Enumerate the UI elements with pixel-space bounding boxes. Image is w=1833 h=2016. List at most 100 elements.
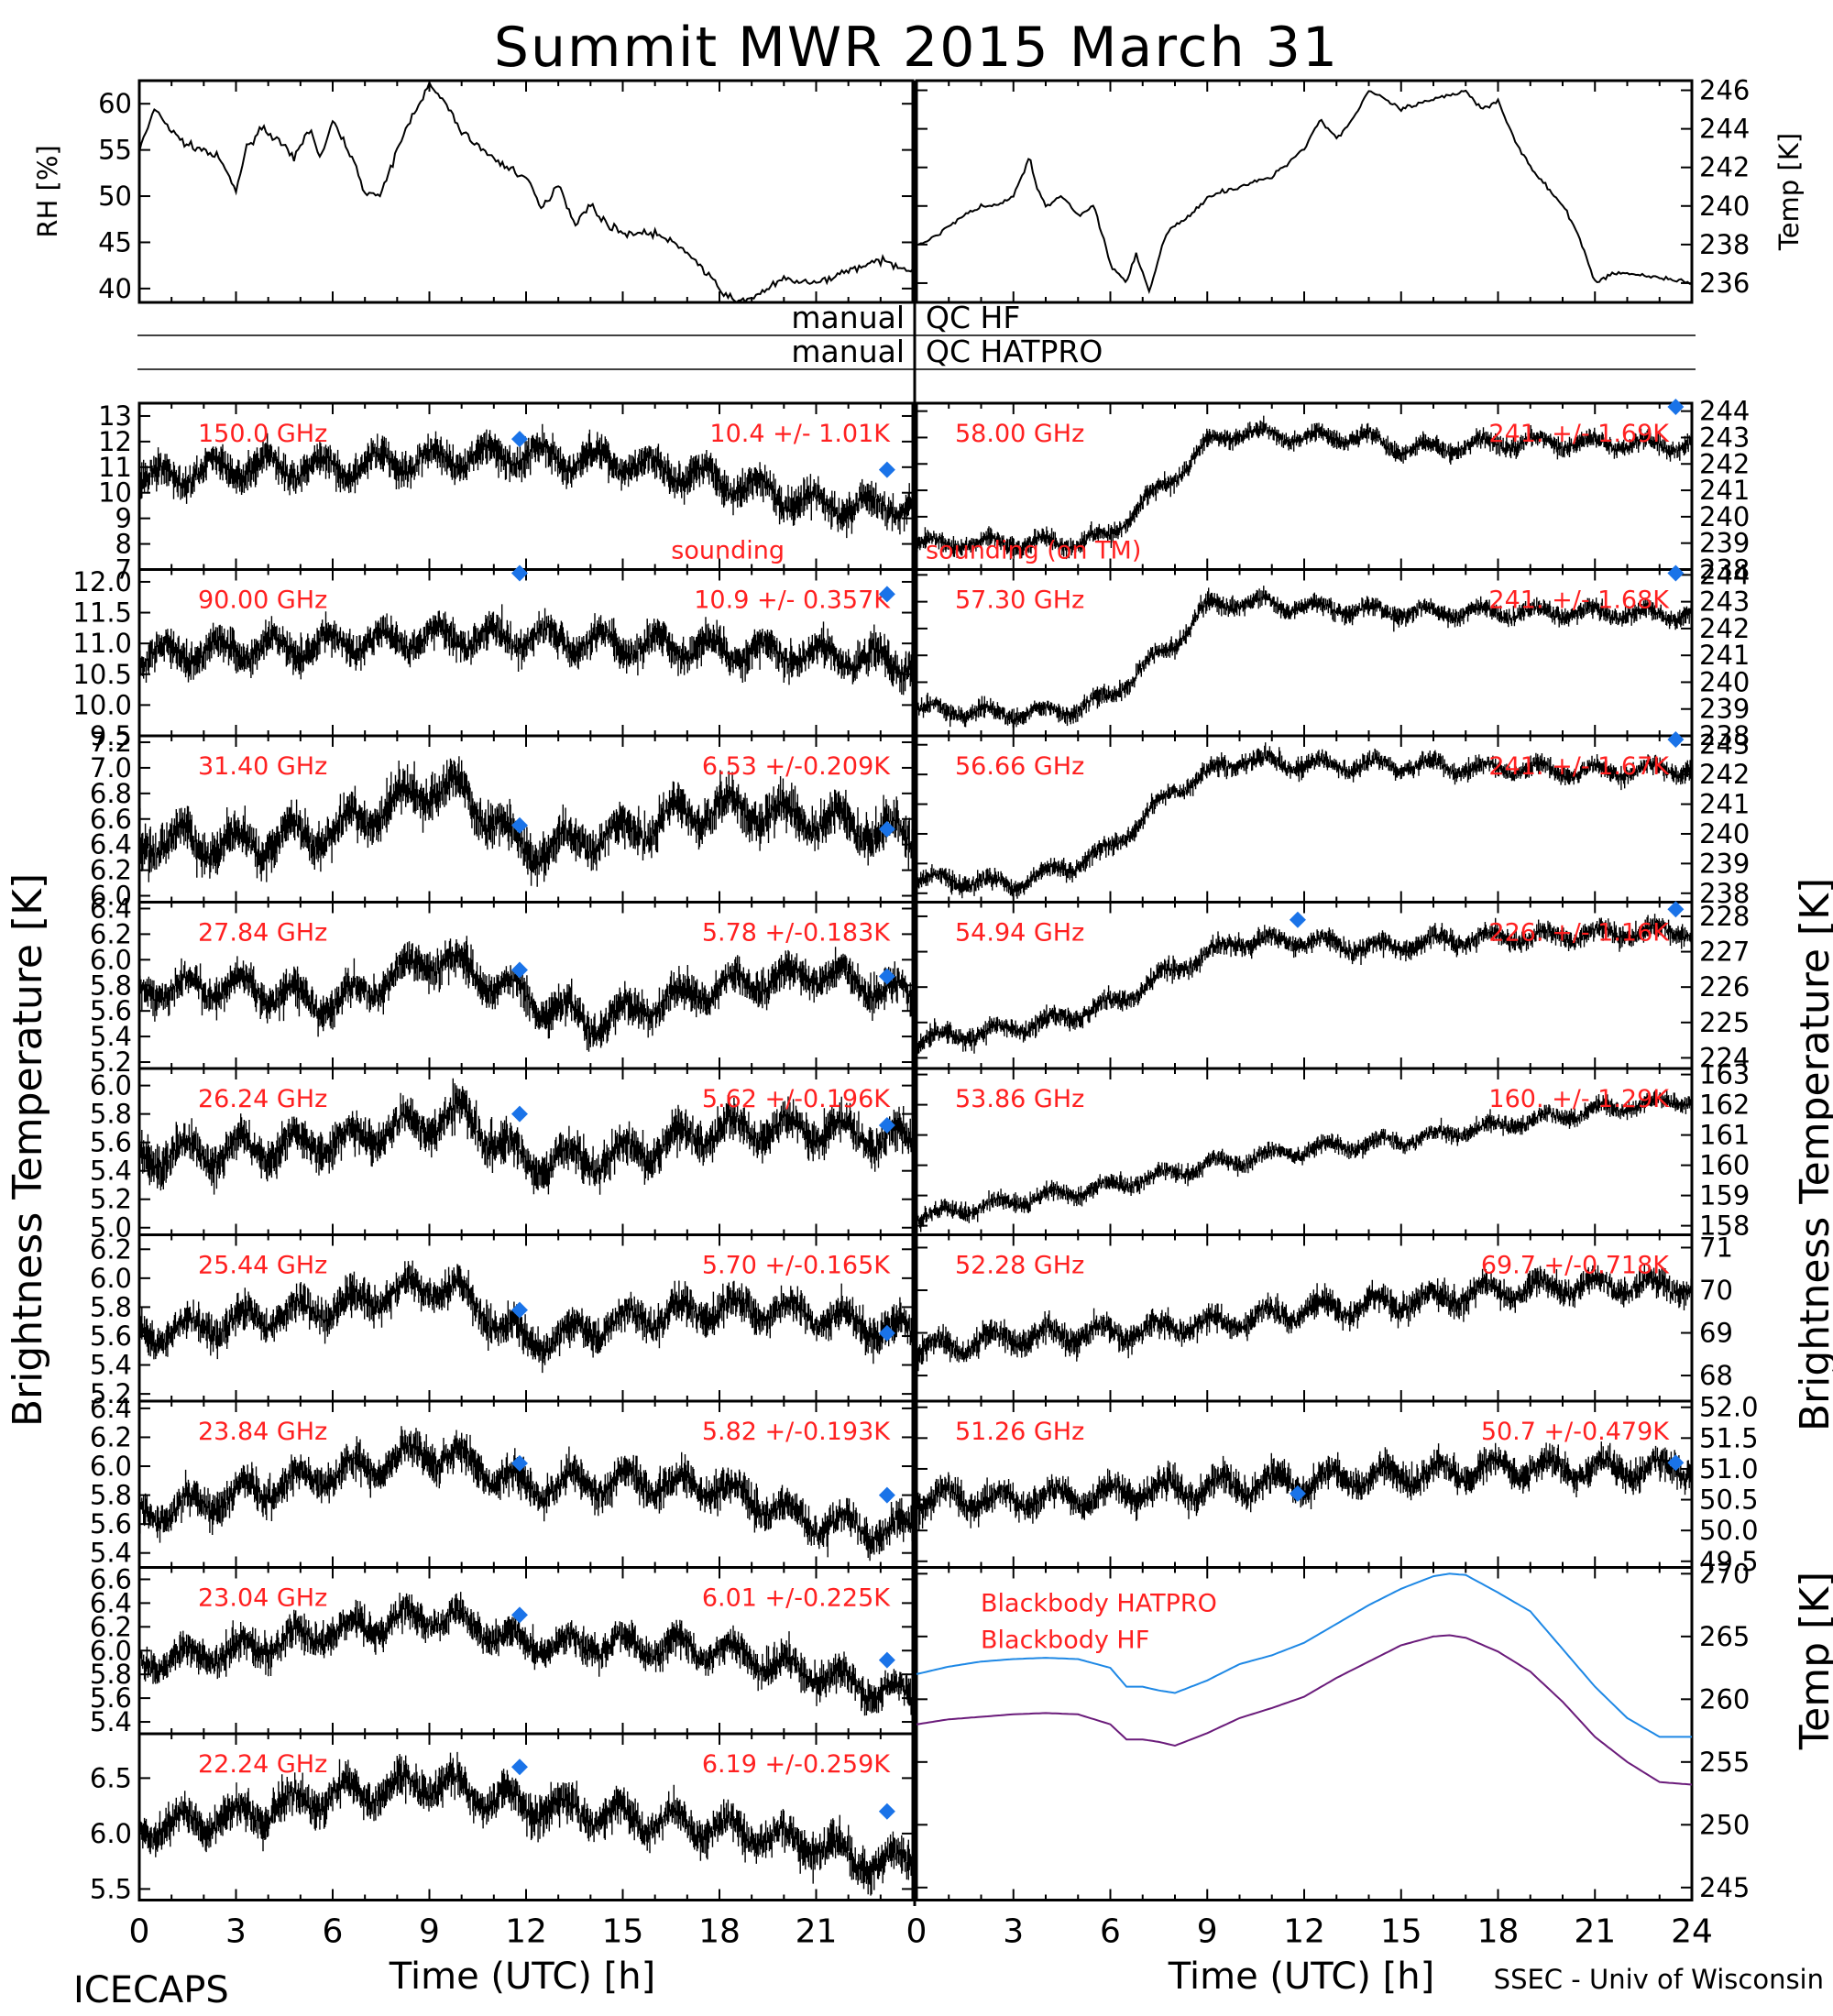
v5228-ytick-label: 69 (1699, 1318, 1733, 1349)
v5126-ytick-label: 50.0 (1699, 1515, 1759, 1546)
v5666-frequency-label: 56.66 GHz (955, 752, 1084, 781)
k2384-sounding-marker (510, 1454, 528, 1472)
k314-ytick-label: 7.2 (90, 727, 132, 758)
hf150-ytick-label: 11 (98, 452, 132, 483)
blackbody-ytick-label: 245 (1699, 1872, 1750, 1903)
hf90-sounding-marker (878, 586, 895, 603)
right-x-tick-label: 18 (1477, 1913, 1520, 1951)
k314-ytick-label: 6.8 (90, 778, 132, 809)
v5800-stat-label: 241. +/- 1.69K (1488, 420, 1670, 448)
k314-frequency-label: 31.40 GHz (198, 752, 327, 781)
right-y-axis-title: Brightness Temperature [K] (1792, 878, 1833, 1431)
k2224-data-points (138, 1751, 914, 1896)
k2304-ytick-label: 5.8 (90, 1659, 132, 1690)
v5494-ytick-label: 224 (1699, 1042, 1750, 1073)
v5386-ytick-label: 162 (1699, 1090, 1750, 1121)
k2304-ytick-label: 6.2 (90, 1611, 132, 1642)
k2304-ytick-label: 5.4 (90, 1706, 132, 1737)
k2624-sounding-marker (878, 1117, 895, 1134)
v5800-ytick-label: 241 (1699, 475, 1750, 506)
hf150-ytick-label: 10 (98, 477, 132, 509)
k2784-ytick-label: 5.6 (90, 995, 132, 1026)
v5494-ytick-label: 225 (1699, 1007, 1750, 1038)
v5126-ytick-label: 51.5 (1699, 1422, 1759, 1453)
k2304-ytick-label: 6.0 (90, 1635, 132, 1666)
rh-ytick-label: 45 (98, 226, 132, 257)
temp-ytick-label: 238 (1699, 229, 1750, 260)
left-x-tick-label: 15 (602, 1913, 644, 1951)
k2544-sounding-marker (878, 1324, 895, 1342)
v5730-stat-label: 241. +/- 1.68K (1488, 586, 1670, 615)
v5666-ytick-label: 242 (1699, 759, 1750, 790)
rh-axis-label: RH [%] (32, 145, 63, 237)
v5386-stat-label: 160. +/- 1.29K (1488, 1085, 1670, 1113)
v5800-sounding-marker (1667, 399, 1685, 415)
k2544-sounding-marker (510, 1301, 528, 1319)
v5228-ytick-label: 71 (1699, 1232, 1733, 1263)
hf150-ytick-label: 12 (98, 426, 132, 457)
v5126-frequency-label: 51.26 GHz (955, 1418, 1084, 1446)
k2784-frequency-label: 27.84 GHz (198, 919, 327, 948)
k2784-data-points (138, 936, 914, 1052)
temp-ytick-label: 236 (1699, 268, 1750, 299)
blackbody-series-0-legend: Blackbody HATPRO (981, 1590, 1217, 1618)
v5494-sounding-marker (1667, 901, 1685, 918)
k2224-sounding-marker (510, 1759, 528, 1776)
k2304-stat-label: 6.01 +/-0.225K (702, 1584, 891, 1613)
hf150-sounding-label: sounding (671, 537, 785, 565)
v5730-ytick-label: 241 (1699, 640, 1750, 671)
v5730-ytick-label: 243 (1699, 586, 1750, 618)
k2304-ytick-label: 6.6 (90, 1563, 132, 1594)
v5730-frequency-label: 57.30 GHz (955, 586, 1084, 615)
k314-stat-label: 6.53 +/-0.209K (702, 752, 891, 781)
v5730-sounding-marker (1667, 564, 1685, 582)
right-x-tick-label: 3 (1003, 1913, 1024, 1951)
k2544-ytick-label: 6.2 (90, 1233, 132, 1265)
v5494-sounding-marker (1289, 911, 1306, 928)
right-x-tick-label: 6 (1100, 1913, 1121, 1951)
blackbody-ytick-label: 265 (1699, 1621, 1750, 1652)
v5730-ytick-label: 240 (1699, 666, 1750, 697)
k314-ytick-label: 6.2 (90, 855, 132, 886)
v5228-ytick-label: 70 (1699, 1275, 1733, 1306)
hf150-ytick-label: 8 (115, 529, 132, 560)
hf150-frequency-label: 150.0 GHz (198, 420, 327, 448)
left-x-tick-label: 21 (796, 1913, 838, 1951)
v5386-ytick-label: 158 (1699, 1211, 1750, 1242)
rh-line (138, 80, 914, 304)
hf90-ytick-label: 12.0 (72, 566, 132, 597)
blackbody-ytick-label: 270 (1699, 1558, 1750, 1589)
v5494-ytick-label: 228 (1699, 901, 1750, 932)
v5126-sounding-marker (1289, 1485, 1306, 1502)
k2624-ytick-label: 5.6 (90, 1127, 132, 1158)
v5386-ytick-label: 160 (1699, 1150, 1750, 1181)
blackbody-series-1-line (916, 1634, 1693, 1786)
right-x-tick-label: 21 (1574, 1913, 1616, 1951)
k2544-ytick-label: 6.0 (90, 1263, 132, 1294)
v5494-data-points (916, 914, 1693, 1057)
k314-sounding-marker (510, 816, 528, 834)
v5800-sounding-label: sounding (on TM) (926, 537, 1141, 565)
k2784-ytick-label: 5.4 (90, 1021, 132, 1052)
v5730-ytick-label: 244 (1699, 559, 1750, 590)
v5666-ytick-label: 241 (1699, 789, 1750, 820)
v5126-ytick-label: 49.5 (1699, 1546, 1759, 1577)
k2624-ytick-label: 5.8 (90, 1099, 132, 1130)
k2624-data-points (138, 1078, 914, 1195)
v5666-ytick-label: 239 (1699, 848, 1750, 879)
v5228-ytick-label: 68 (1699, 1360, 1733, 1391)
hf90-ytick-label: 11.5 (72, 597, 132, 629)
k2384-ytick-label: 5.6 (90, 1508, 132, 1539)
qc-hf-right-label: QC HF (926, 300, 1020, 335)
k2784-sounding-marker (878, 968, 895, 985)
v5666-stat-label: 241. +/- 1.67K (1488, 752, 1670, 781)
v5800-ytick-label: 244 (1699, 396, 1750, 427)
rh-panel-frame (137, 79, 915, 304)
temp-ytick-label: 240 (1699, 191, 1750, 222)
hf150-sounding-marker (878, 461, 895, 478)
blackbody-axis-label: Temp [K] (1792, 1572, 1833, 1750)
right-x-tick-label: 24 (1671, 1913, 1713, 1951)
blackbody-series-1-legend: Blackbody HF (981, 1627, 1149, 1655)
k2624-frequency-label: 26.24 GHz (198, 1085, 327, 1113)
